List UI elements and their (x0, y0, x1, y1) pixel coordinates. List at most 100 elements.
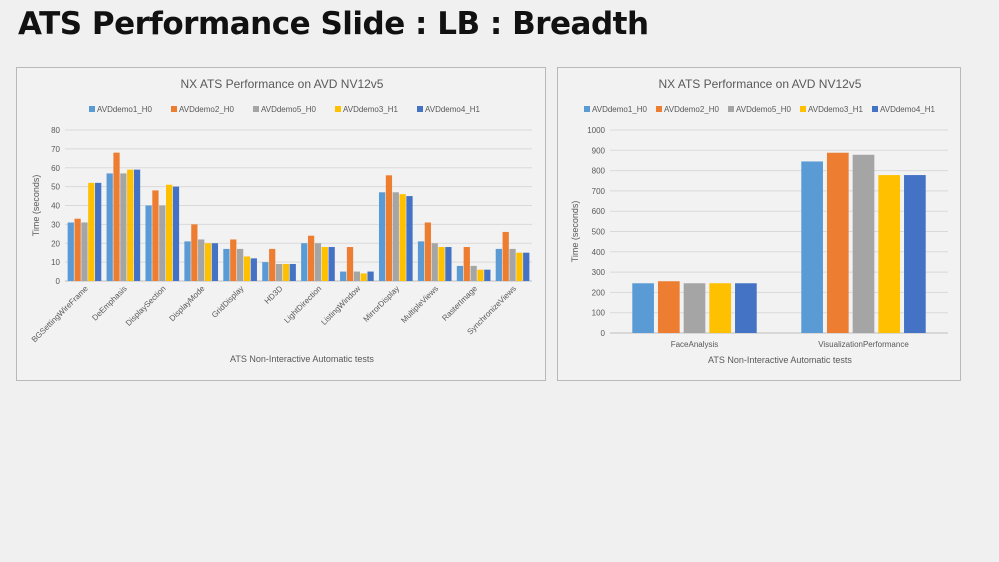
bar-avddemo2_h0 (826, 152, 849, 333)
legend-swatch-avddemo2_h0 (171, 106, 177, 112)
bar-avddemo1_h0 (801, 161, 823, 333)
y-tick-label: 70 (51, 145, 60, 154)
bar-avddemo5_h0 (159, 205, 166, 281)
y-tick-label: 50 (51, 183, 60, 192)
legend-swatch-avddemo5_h0 (728, 106, 734, 112)
bar-avddemo4_h1 (367, 271, 374, 281)
bar-avddemo2_h0 (191, 224, 198, 281)
chart-panel-per-test: NX ATS Performance on AVD NV12v5 AVDdemo1… (16, 67, 546, 381)
bar-avddemo4_h1 (289, 264, 296, 281)
bar-avddemo2_h0 (269, 248, 276, 281)
legend-label-avddemo4_h1: AVDdemo4_H1 (880, 105, 936, 114)
bar-avddemo2_h0 (463, 247, 470, 281)
y-tick-label: 10 (51, 258, 60, 267)
y-tick-label: 0 (601, 329, 606, 338)
bar-avddemo3_h1 (88, 182, 95, 281)
y-tick-label: 300 (592, 268, 606, 277)
bar-avddemo4_h1 (250, 258, 257, 281)
legend-swatch-avddemo4_h1 (872, 106, 878, 112)
bar-avddemo3_h1 (127, 169, 134, 281)
x-tick-label: GridDisplay (210, 284, 246, 320)
y-tick-label: 0 (56, 277, 61, 286)
bar-avddemo3_h1 (321, 247, 328, 281)
legend-label-avddemo5_h0: AVDdemo5_H0 (736, 105, 792, 114)
bar-avddemo3_h1 (399, 194, 406, 281)
bar-avddemo1_h0 (184, 241, 191, 281)
bar-avddemo5_h0 (198, 239, 205, 281)
bar-avddemo4_h1 (133, 169, 141, 281)
y-tick-label: 20 (51, 239, 60, 248)
legend-swatch-avddemo4_h1 (417, 106, 423, 112)
bar-avddemo5_h0 (353, 271, 360, 281)
y-tick-label: 800 (592, 167, 606, 176)
x-tick-label: DeEmphasis (90, 284, 128, 322)
slide-title: ATS Performance Slide : LB : Breadth (18, 6, 649, 42)
chart-title: NX ATS Performance on AVD NV12v5 (181, 77, 384, 91)
bar-avddemo4_h1 (172, 186, 180, 281)
y-axis-title: Time (seconds) (31, 175, 41, 237)
y-tick-label: 40 (51, 202, 60, 211)
chart-aggregate-svg: NX ATS Performance on AVD NV12v5 AVDdemo1… (570, 77, 948, 365)
y-tick-label: 1000 (587, 126, 605, 135)
legend-swatch-avddemo3_h1 (800, 106, 806, 112)
bar-avddemo1_h0 (145, 205, 152, 281)
y-tick-label: 60 (51, 164, 60, 173)
legend-label-avddemo2_h0: AVDdemo2_H0 (664, 105, 720, 114)
bar-avddemo5_h0 (120, 173, 127, 281)
bar-avddemo4_h1 (406, 196, 413, 281)
legend-label-avddemo1_h0: AVDdemo1_H0 (97, 105, 153, 114)
bar-avddemo2_h0 (152, 190, 159, 281)
bar-avddemo5_h0 (314, 243, 322, 281)
x-tick-label: MultipleViews (399, 284, 440, 325)
bar-avddemo4_h1 (484, 269, 491, 281)
y-tick-label: 500 (592, 228, 606, 237)
bar-avddemo3_h1 (360, 273, 367, 281)
x-axis-title: ATS Non-Interactive Automatic tests (708, 355, 852, 365)
x-tick-label: DisplaySection (124, 284, 168, 328)
legend-swatch-avddemo1_h0 (584, 106, 590, 112)
x-tick-label: BGSettingWireFrame (30, 284, 91, 345)
bar-avddemo5_h0 (852, 154, 875, 333)
bar-avddemo3_h1 (243, 256, 251, 281)
bar-avddemo5_h0 (392, 192, 399, 281)
bar-avddemo1_h0 (456, 265, 464, 281)
bar-avddemo5_h0 (470, 265, 477, 281)
x-tick-label: FaceAnalysis (671, 340, 719, 349)
y-tick-label: 600 (592, 207, 606, 216)
bar-avddemo4_h1 (904, 175, 926, 333)
bar-avddemo3_h1 (204, 243, 212, 281)
bar-avddemo2_h0 (424, 222, 431, 281)
bar-avddemo4_h1 (735, 283, 757, 333)
x-tick-label: ListingWindow (319, 284, 362, 327)
bar-avddemo1_h0 (378, 192, 386, 281)
chart-title: NX ATS Performance on AVD NV12v5 (659, 77, 862, 91)
legend-swatch-avddemo3_h1 (335, 106, 341, 112)
x-tick-label: LightDirection (282, 284, 323, 325)
x-tick-label: MirrorDisplay (362, 284, 402, 324)
bar-avddemo5_h0 (431, 243, 438, 281)
bar-avddemo1_h0 (495, 248, 502, 281)
legend-label-avddemo3_h1: AVDdemo3_H1 (343, 105, 399, 114)
legend-swatch-avddemo5_h0 (253, 106, 259, 112)
legend-label-avddemo3_h1: AVDdemo3_H1 (808, 105, 864, 114)
bar-avddemo2_h0 (657, 281, 680, 333)
x-tick-label: VisualizationPerformance (818, 340, 909, 349)
bar-avddemo5_h0 (81, 222, 88, 281)
bar-avddemo3_h1 (709, 283, 732, 333)
bar-avddemo2_h0 (385, 175, 393, 281)
bar-avddemo4_h1 (445, 247, 452, 281)
bar-avddemo2_h0 (113, 152, 120, 281)
chart-per-test-svg: NX ATS Performance on AVD NV12v5 AVDdemo1… (30, 77, 532, 364)
bar-avddemo1_h0 (223, 248, 230, 281)
bar-avddemo2_h0 (307, 235, 315, 281)
bar-avddemo3_h1 (516, 252, 523, 281)
legend-label-avddemo4_h1: AVDdemo4_H1 (425, 105, 481, 114)
x-axis-title: ATS Non-Interactive Automatic tests (230, 354, 374, 364)
y-tick-label: 200 (592, 288, 606, 297)
bar-avddemo4_h1 (95, 182, 102, 281)
bar-avddemo3_h1 (438, 247, 445, 281)
bar-avddemo3_h1 (282, 264, 290, 281)
bar-avddemo1_h0 (340, 271, 347, 281)
bar-avddemo4_h1 (211, 243, 219, 281)
bar-avddemo2_h0 (502, 231, 509, 281)
